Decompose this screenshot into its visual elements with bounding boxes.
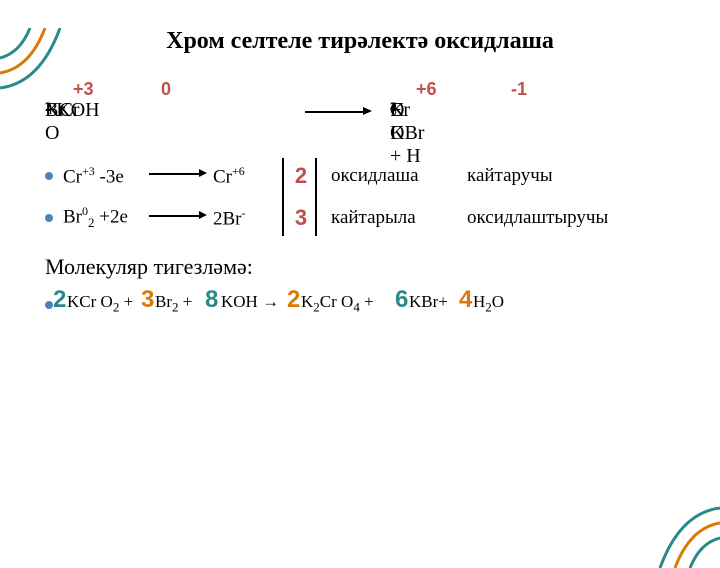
fp6: KBr+ xyxy=(409,292,448,312)
ox-state-1: +3 xyxy=(73,79,94,100)
bullet-icon xyxy=(45,301,53,309)
reaction-arrow-head xyxy=(363,107,372,115)
page-title: Хром селтеле тирәлектә оксидлаша xyxy=(0,28,720,55)
coef-1: 2 xyxy=(289,163,313,189)
corner-decoration-br xyxy=(640,488,720,568)
final-equation: 2 KCr O2 + 3 Br2 + 8 KOH → 2 K2Cr O4 + 6… xyxy=(45,288,675,318)
fc5: 6 xyxy=(395,286,408,314)
hr2-left: Br02 +2e xyxy=(63,204,145,231)
hr2-desc1: кайтарыла xyxy=(331,207,449,229)
fc4: 2 xyxy=(287,286,300,314)
fc1: 2 xyxy=(53,286,66,314)
fc2: 3 xyxy=(141,286,154,314)
main-equation: +3 0 +6 -1 KCr O2 + Br2 +KOH K2Cr O4 + K… xyxy=(45,85,675,133)
fc3: 8 xyxy=(205,286,218,314)
half-reaction-1: Cr+3 -3e Cr+6 2 оксидлаша кайтаручы xyxy=(45,158,675,194)
molecular-title: Молекуляр тигезләмә: xyxy=(45,254,675,280)
ox-state-2: 0 xyxy=(161,79,171,100)
fc6: 4 xyxy=(459,286,472,314)
reaction-arrow-line xyxy=(305,111,365,113)
ox-state-3: +6 xyxy=(416,79,437,100)
hr1-desc2: кайтаручы xyxy=(467,165,553,187)
bullet-icon xyxy=(45,214,53,222)
fp1: KCr O2 + xyxy=(67,292,133,315)
hr2-desc2: оксидлаштыручы xyxy=(467,207,608,229)
fp2: Br2 + xyxy=(155,292,192,315)
coef-2: 3 xyxy=(289,205,313,231)
hr1-desc1: оксидлаша xyxy=(331,165,449,187)
hr2-right: 2Br- xyxy=(213,206,269,230)
fp7: H2O xyxy=(473,292,504,315)
half-reaction-2: Br02 +2e 2Br- 3 кайтарыла оксидлаштыручы xyxy=(45,200,675,236)
hr1-right: Cr+6 xyxy=(213,164,269,188)
ox-state-4: -1 xyxy=(511,79,527,100)
content-area: +3 0 +6 -1 KCr O2 + Br2 +KOH K2Cr O4 + K… xyxy=(0,85,720,318)
fp4: K2Cr O4 + xyxy=(301,292,374,315)
hr1-left: Cr+3 -3e xyxy=(63,164,145,188)
fp3: KOH → xyxy=(221,292,279,312)
bullet-icon xyxy=(45,172,53,180)
